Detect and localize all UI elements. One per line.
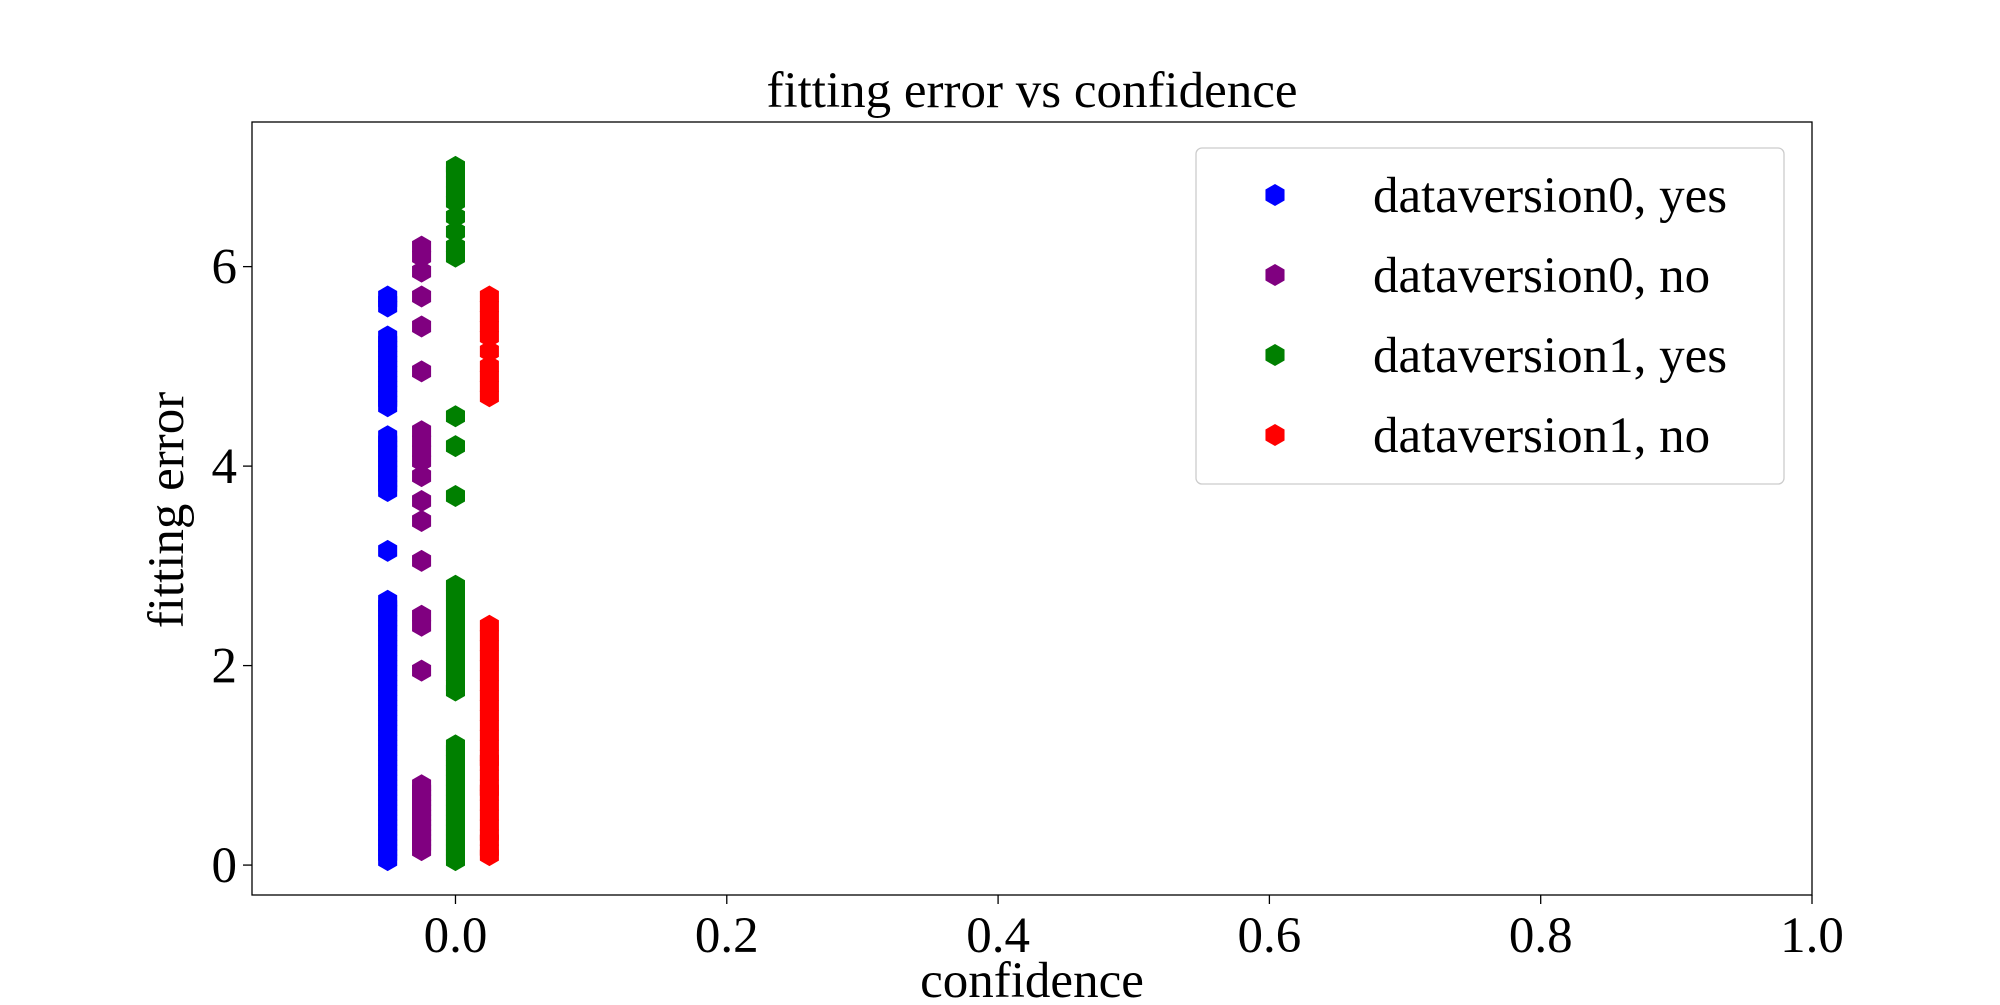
legend-marker (1265, 344, 1285, 366)
data-point (412, 420, 432, 443)
data-point (445, 205, 465, 228)
data-point (412, 490, 432, 513)
data-point (445, 235, 465, 258)
data-point (445, 220, 465, 243)
legend-entry: dataversion1, no (1265, 408, 1710, 464)
legend-marker (1265, 424, 1285, 446)
series-3 (445, 155, 465, 872)
data-point (378, 539, 398, 562)
data-point (412, 604, 432, 627)
data-point (412, 315, 432, 338)
legend-marker (1265, 184, 1285, 206)
y-tick-label: 2 (212, 639, 238, 695)
x-axis-label: confidence (920, 953, 1144, 1000)
y-axis-label: fitting error (139, 392, 195, 629)
y-tick-label: 4 (212, 439, 238, 495)
x-tick-label: 0.8 (1509, 908, 1573, 964)
legend-entry: dataversion1, yes (1265, 328, 1727, 384)
plot-area (378, 155, 499, 872)
legend-label: dataversion0, no (1373, 248, 1710, 304)
series-1 (378, 285, 398, 872)
x-tick-label: 0.2 (695, 908, 759, 964)
data-point (412, 774, 432, 797)
y-axis: 0 2 4 6 (212, 240, 252, 894)
x-tick-label: 1.0 (1780, 908, 1844, 964)
data-point (445, 574, 465, 597)
x-axis: 0.0 0.2 0.4 0.6 0.8 1.0 (424, 895, 1844, 964)
data-point (412, 549, 432, 572)
data-point (378, 325, 398, 348)
data-point (412, 659, 432, 682)
data-point (412, 509, 432, 532)
chart-title: fitting error vs confidence (766, 63, 1297, 119)
legend-entry: dataversion0, yes (1265, 168, 1727, 224)
legend: dataversion0, yes dataversion0, no dataver… (1195, 147, 1785, 485)
legend-entries: dataversion0, yes dataversion0, no dataver… (1265, 168, 1727, 464)
data-point (412, 360, 432, 383)
data-point (445, 485, 465, 508)
legend-marker (1265, 264, 1285, 286)
y-tick-label: 0 (212, 838, 238, 894)
legend-label: dataversion1, yes (1373, 328, 1727, 384)
x-tick-label: 0.0 (424, 908, 488, 964)
legend-entry: dataversion0, no (1265, 248, 1710, 304)
legend-label: dataversion0, yes (1373, 168, 1727, 224)
data-point (412, 235, 432, 258)
series-2 (412, 235, 432, 862)
data-point (445, 435, 465, 458)
data-point (412, 285, 432, 308)
data-point (479, 340, 499, 363)
data-point (412, 260, 432, 283)
data-point (445, 734, 465, 757)
legend-box (1195, 147, 1785, 485)
data-point (479, 355, 499, 378)
data-point (378, 285, 398, 308)
data-point (479, 614, 499, 637)
data-point (378, 589, 398, 612)
data-point (479, 285, 499, 308)
x-tick-label: 0.6 (1238, 908, 1302, 964)
axes-frame (251, 121, 1813, 896)
y-tick-label: 6 (212, 240, 238, 296)
series-4 (479, 285, 499, 867)
legend-label: dataversion1, no (1373, 408, 1710, 464)
data-point (445, 405, 465, 428)
data-point (445, 155, 465, 178)
x-tick-label: 0.4 (966, 908, 1030, 964)
data-point (412, 465, 432, 488)
data-point (378, 425, 398, 448)
